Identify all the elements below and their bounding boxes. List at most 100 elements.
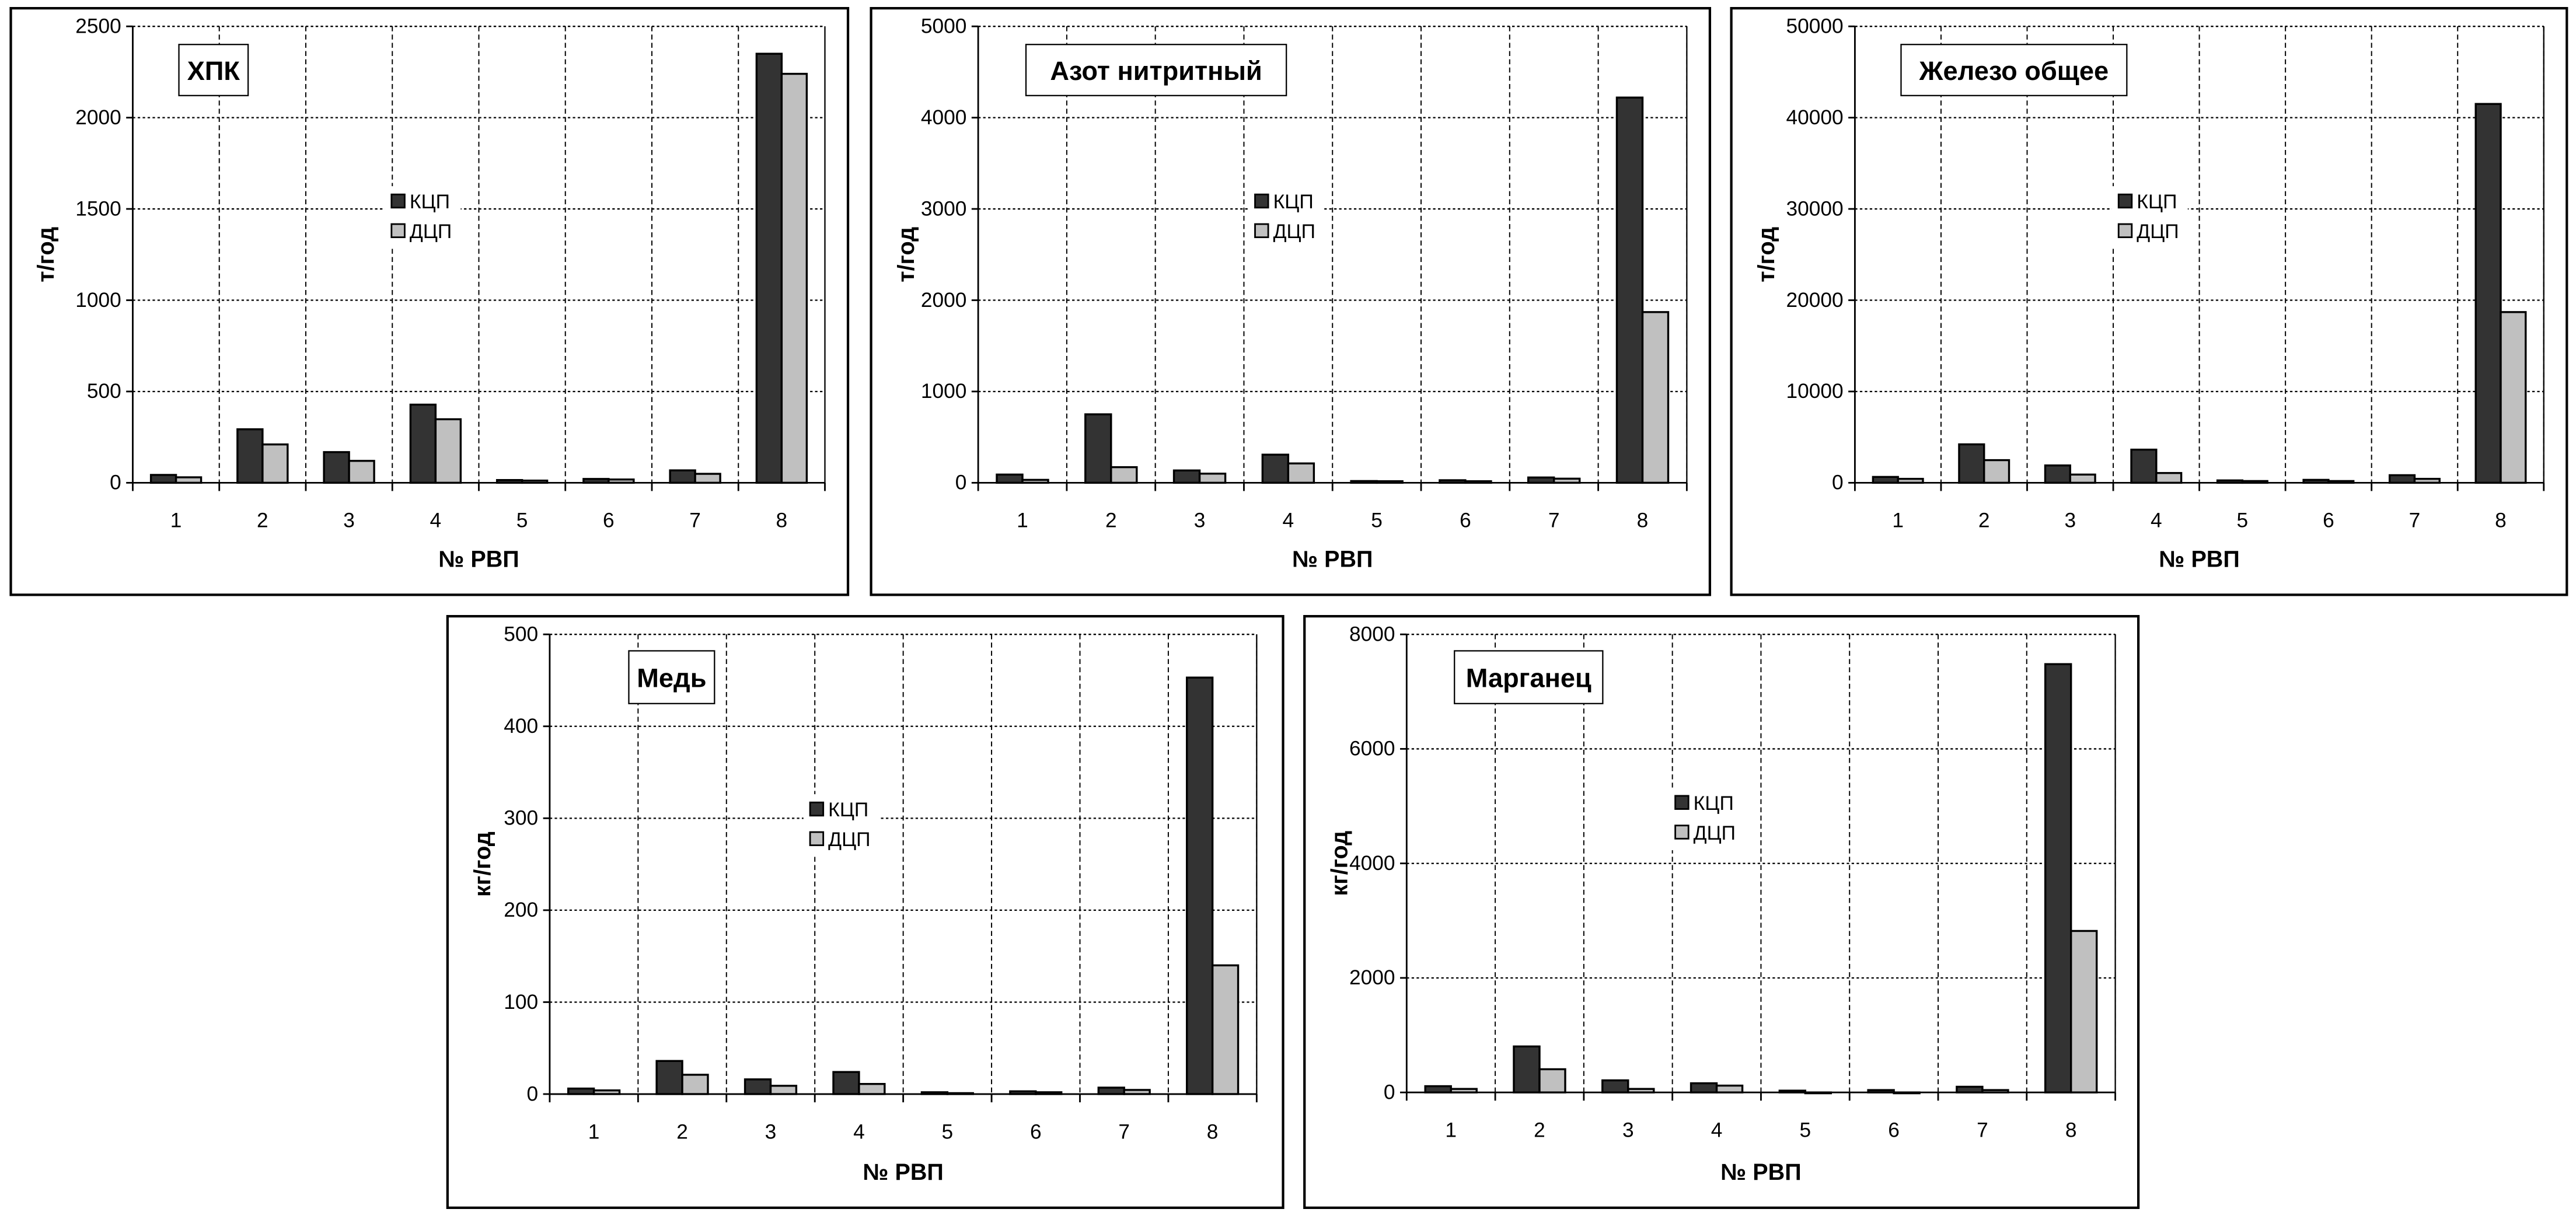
x-tick-label: 4 <box>430 509 442 532</box>
y-tick-label: 50000 <box>1786 15 1844 37</box>
y-tick-label: 6000 <box>1349 738 1395 760</box>
x-axis-label: № РВП <box>2159 546 2239 572</box>
x-tick-label: 4 <box>853 1120 865 1143</box>
legend-label: ДЦП <box>1273 221 1315 243</box>
bar-kcp <box>996 473 1024 484</box>
x-tick-label: 4 <box>1711 1119 1723 1141</box>
legend-label: КЦП <box>828 799 868 821</box>
legend-label: КЦП <box>1273 191 1314 213</box>
bar-kcp <box>669 469 696 484</box>
x-tick-label: 1 <box>1892 509 1904 532</box>
legend-label: КЦП <box>1694 792 1734 815</box>
y-tick-label: 0 <box>1384 1081 1395 1104</box>
legend-label: КЦП <box>2137 191 2177 213</box>
x-tick-label: 8 <box>776 509 788 532</box>
bar-kcp <box>1186 676 1214 1095</box>
y-tick-label: 10000 <box>1786 380 1844 403</box>
legend-swatch <box>809 801 825 817</box>
x-tick-label: 1 <box>170 509 182 532</box>
chart-panel: 0 100 200 300 400 500 1 2 3 4 5 6 7 8 № РВП кг/год Медь К… <box>446 615 1284 1209</box>
bar-kcp <box>2044 663 2072 1093</box>
x-tick-label: 5 <box>1800 1119 1811 1141</box>
bar-kcp <box>1172 469 1201 484</box>
y-axis-label: т/год <box>33 227 59 282</box>
x-tick-label: 3 <box>1194 509 1206 532</box>
y-axis-label: т/год <box>893 227 919 282</box>
x-tick-label: 4 <box>1283 509 1294 532</box>
y-tick-label: 8000 <box>1349 623 1395 645</box>
legend-label: ДЦП <box>828 829 870 851</box>
bar-dcp <box>1110 466 1138 484</box>
y-tick-label: 0 <box>955 471 967 494</box>
bar-dcp <box>1198 473 1227 484</box>
bar-dcp <box>769 1085 798 1095</box>
bar-dcp <box>1715 1084 1744 1093</box>
y-tick-label: 2000 <box>75 106 121 129</box>
bar-kcp <box>1261 453 1290 484</box>
bar-kcp <box>1690 1082 1718 1093</box>
x-tick-label: 5 <box>516 509 528 532</box>
x-tick-label: 7 <box>2409 509 2421 532</box>
y-tick-label: 1000 <box>921 380 967 403</box>
y-tick-label: 40000 <box>1786 106 1844 129</box>
bar-kcp <box>1424 1085 1452 1093</box>
x-axis-label: № РВП <box>438 546 519 572</box>
x-axis-label: № РВП <box>1292 546 1373 572</box>
y-tick-label: 1500 <box>75 197 121 220</box>
legend-swatch <box>1254 223 1269 239</box>
chart-frame <box>446 615 1284 1209</box>
legend-swatch <box>1674 824 1690 840</box>
bar-kcp <box>2388 474 2416 484</box>
bar-dcp <box>261 443 289 484</box>
y-tick-label: 2500 <box>75 15 121 37</box>
x-tick-label: 3 <box>2064 509 2076 532</box>
x-tick-label: 1 <box>588 1120 600 1143</box>
x-tick-label: 2 <box>1105 509 1117 532</box>
x-tick-label: 7 <box>1977 1119 1988 1141</box>
x-tick-label: 5 <box>942 1120 954 1143</box>
x-tick-label: 3 <box>765 1120 777 1143</box>
bar-dcp <box>1287 462 1315 484</box>
legend-label: КЦП <box>410 191 450 213</box>
y-axis-label: кг/год <box>470 831 495 897</box>
bar-kcp <box>2044 464 2071 484</box>
x-tick-label: 3 <box>1622 1119 1634 1141</box>
chart-title: Марганец <box>1466 663 1591 693</box>
x-tick-label: 6 <box>1460 509 1471 532</box>
bar-kcp <box>2474 103 2502 484</box>
chart-panel: 0 2000 4000 6000 8000 1 2 3 4 5 6 7 8 № РВП кг/год Марг… <box>1303 615 2140 1209</box>
y-tick-label: 2000 <box>1349 966 1395 989</box>
x-tick-label: 8 <box>1637 509 1649 532</box>
legend-swatch <box>2117 223 2133 239</box>
x-tick-label: 2 <box>676 1120 688 1143</box>
bar-dcp <box>2069 930 2098 1093</box>
legend-label: ДЦП <box>1694 822 1736 844</box>
bar-dcp <box>1983 459 2010 484</box>
bar-kcp <box>1601 1079 1629 1093</box>
bar-kcp <box>832 1071 860 1095</box>
bar-dcp <box>2500 311 2527 484</box>
legend-swatch <box>390 193 406 209</box>
chart-title: Железо общее <box>1919 56 2109 86</box>
x-axis-label: № РВП <box>1720 1159 1801 1185</box>
x-tick-label: 5 <box>1371 509 1383 532</box>
chart-panel: 0 500 1000 1500 2000 2500 1 2 3 4 5 6 7 8 № РВП т/год ХП… <box>9 7 850 596</box>
y-tick-label: 2000 <box>921 289 967 312</box>
x-axis-label: № РВП <box>863 1159 943 1185</box>
bar-dcp <box>1211 964 1240 1095</box>
x-tick-label: 8 <box>2065 1119 2077 1141</box>
chart-title: ХПК <box>187 56 240 86</box>
y-tick-label: 400 <box>504 715 538 738</box>
x-tick-label: 6 <box>1888 1119 1900 1141</box>
legend-label: ДЦП <box>2137 221 2179 243</box>
title-box <box>1454 650 1604 704</box>
y-tick-label: 0 <box>527 1082 539 1105</box>
bar-kcp <box>2130 448 2158 484</box>
bar-dcp <box>348 460 375 484</box>
bar-kcp <box>567 1087 595 1095</box>
title-box <box>1025 44 1287 96</box>
y-tick-label: 4000 <box>1349 852 1395 875</box>
chart-frame <box>1303 615 2140 1209</box>
y-tick-label: 1000 <box>75 289 121 312</box>
